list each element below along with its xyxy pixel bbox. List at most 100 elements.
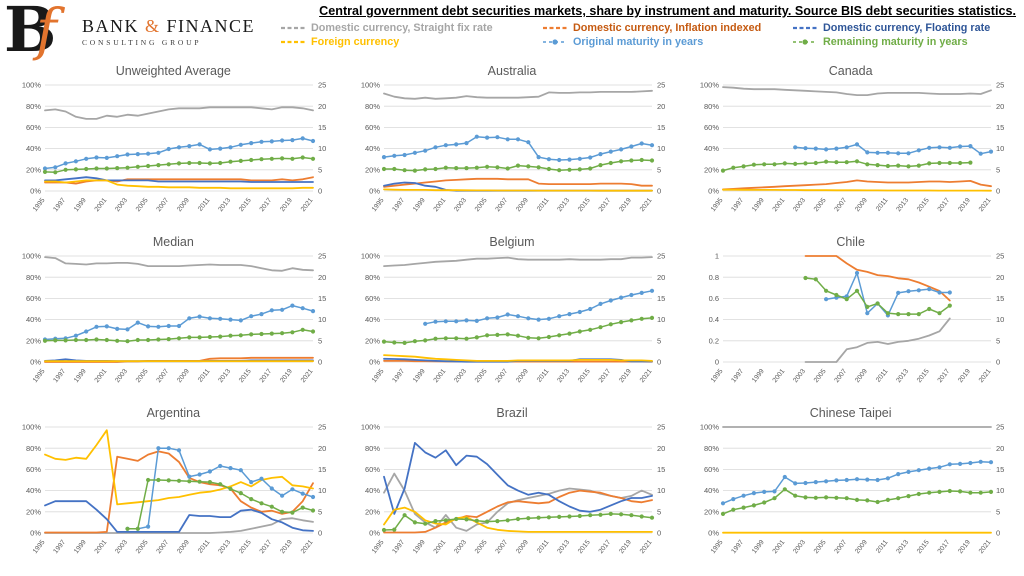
legend-label: Original maturity in years — [573, 36, 704, 48]
series-rem_maturity-point — [947, 488, 952, 494]
svg-text:2017: 2017 — [598, 539, 613, 555]
svg-text:0%: 0% — [369, 358, 380, 367]
legend-label: Remaining maturity in years — [823, 36, 968, 48]
svg-text:2019: 2019 — [957, 197, 972, 213]
series-straight_fix-line — [804, 317, 951, 363]
series-rem_maturity-point — [577, 329, 582, 334]
series-rem_maturity-point — [156, 477, 161, 483]
series-orig_maturity-point — [392, 153, 397, 158]
series-rem_maturity-point — [423, 338, 428, 343]
svg-text:2013: 2013 — [218, 197, 233, 213]
series-orig_maturity-point — [259, 312, 264, 317]
series-orig_maturity-point — [146, 324, 151, 329]
series-orig_maturity-point — [844, 294, 849, 299]
series-orig_maturity-point — [916, 288, 921, 293]
series-foreign-line — [383, 354, 653, 362]
series-orig_maturity-point — [854, 142, 859, 147]
svg-text:2007: 2007 — [833, 368, 848, 384]
series-orig_maturity-point — [629, 144, 634, 149]
series-orig_maturity-point — [311, 138, 316, 144]
series-rem_maturity-point — [772, 496, 777, 501]
series-rem_maturity-point — [105, 166, 110, 171]
svg-text:20: 20 — [318, 102, 326, 111]
series-orig_maturity-point — [895, 290, 900, 295]
series-orig_maturity-point — [208, 316, 213, 321]
series-inflation-line — [804, 255, 951, 302]
series-orig_maturity-point — [505, 312, 510, 317]
svg-text:0%: 0% — [30, 358, 41, 367]
series-rem_maturity-point — [567, 167, 572, 172]
svg-text:2021: 2021 — [300, 539, 315, 555]
series-orig_maturity-point — [270, 486, 275, 491]
svg-text:20%: 20% — [26, 507, 41, 516]
series-rem_maturity-point — [916, 163, 921, 168]
series-rem_maturity-point — [598, 163, 603, 168]
svg-text:2011: 2011 — [197, 368, 212, 384]
series-rem_maturity-point — [270, 156, 275, 161]
series-rem_maturity-point — [906, 312, 911, 317]
series-rem_maturity-point — [43, 338, 48, 343]
svg-text:1999: 1999 — [73, 368, 88, 384]
series-floating-line — [44, 176, 315, 183]
series-rem_maturity-point — [649, 315, 655, 320]
svg-text:15: 15 — [996, 123, 1004, 132]
svg-text:2013: 2013 — [895, 368, 910, 384]
series-rem_maturity-point — [813, 495, 818, 500]
series-rem_maturity-point — [730, 165, 736, 170]
series-rem_maturity-point — [115, 166, 120, 171]
svg-text:1999: 1999 — [412, 197, 427, 213]
svg-text:2013: 2013 — [556, 197, 571, 213]
series-rem_maturity-point — [443, 336, 448, 341]
svg-text:2011: 2011 — [197, 539, 212, 555]
svg-text:5: 5 — [657, 165, 661, 174]
series-rem_maturity-point — [792, 493, 797, 498]
svg-text:2015: 2015 — [238, 368, 253, 384]
series-orig_maturity-point — [864, 477, 870, 482]
svg-text:2009: 2009 — [176, 197, 191, 213]
series-orig_maturity-point — [249, 480, 254, 485]
series-orig_maturity-point — [639, 290, 644, 295]
series-rem_maturity-point — [402, 168, 407, 173]
series-rem_maturity-point — [588, 327, 593, 332]
chart-title: Median — [152, 235, 194, 249]
series-orig_maturity-point — [577, 309, 582, 315]
series-rem_maturity-point — [136, 164, 141, 169]
series-rem_maturity-point — [761, 500, 766, 505]
svg-text:2017: 2017 — [936, 197, 951, 213]
svg-text:2011: 2011 — [875, 197, 890, 213]
series-rem_maturity-point — [567, 331, 572, 336]
svg-text:2001: 2001 — [433, 539, 448, 555]
logo: B f BANK & FINANCE CONSULTING GROUP — [4, 0, 272, 61]
series-rem_maturity-point — [844, 160, 849, 165]
series-rem_maturity-point — [270, 504, 275, 509]
series-rem_maturity-point — [484, 519, 490, 524]
series-rem_maturity-point — [546, 334, 551, 340]
series-orig_maturity-point — [895, 472, 900, 477]
series-rem_maturity-point — [136, 526, 141, 531]
series-rem_maturity-point — [74, 167, 79, 172]
series-rem_maturity-point — [978, 490, 983, 495]
series-orig_maturity-point — [228, 145, 233, 150]
svg-text:20: 20 — [657, 273, 665, 282]
svg-text:0: 0 — [996, 358, 1000, 367]
series-rem_maturity-point — [84, 337, 89, 343]
series-orig_maturity-point — [125, 327, 130, 332]
series-orig_maturity-point — [63, 161, 69, 166]
series-orig_maturity-point — [875, 150, 880, 155]
svg-text:20%: 20% — [365, 165, 380, 174]
series-orig_maturity-point — [937, 290, 942, 295]
svg-text:2019: 2019 — [279, 368, 294, 384]
series-rem_maturity-point — [300, 155, 306, 160]
series-rem_maturity-point — [937, 311, 942, 316]
svg-text:5: 5 — [996, 336, 1000, 345]
series-rem_maturity-point — [916, 491, 921, 497]
svg-text:10: 10 — [318, 144, 326, 153]
chart-title: Chile — [836, 235, 865, 249]
series-orig_maturity-point — [546, 157, 551, 162]
legend-item-rem_maturity: Remaining maturity in years — [792, 36, 1018, 48]
svg-text:1999: 1999 — [73, 539, 88, 555]
series-orig_maturity-point — [84, 156, 89, 161]
series-rem_maturity-point — [598, 512, 603, 517]
svg-text:25: 25 — [996, 81, 1004, 90]
